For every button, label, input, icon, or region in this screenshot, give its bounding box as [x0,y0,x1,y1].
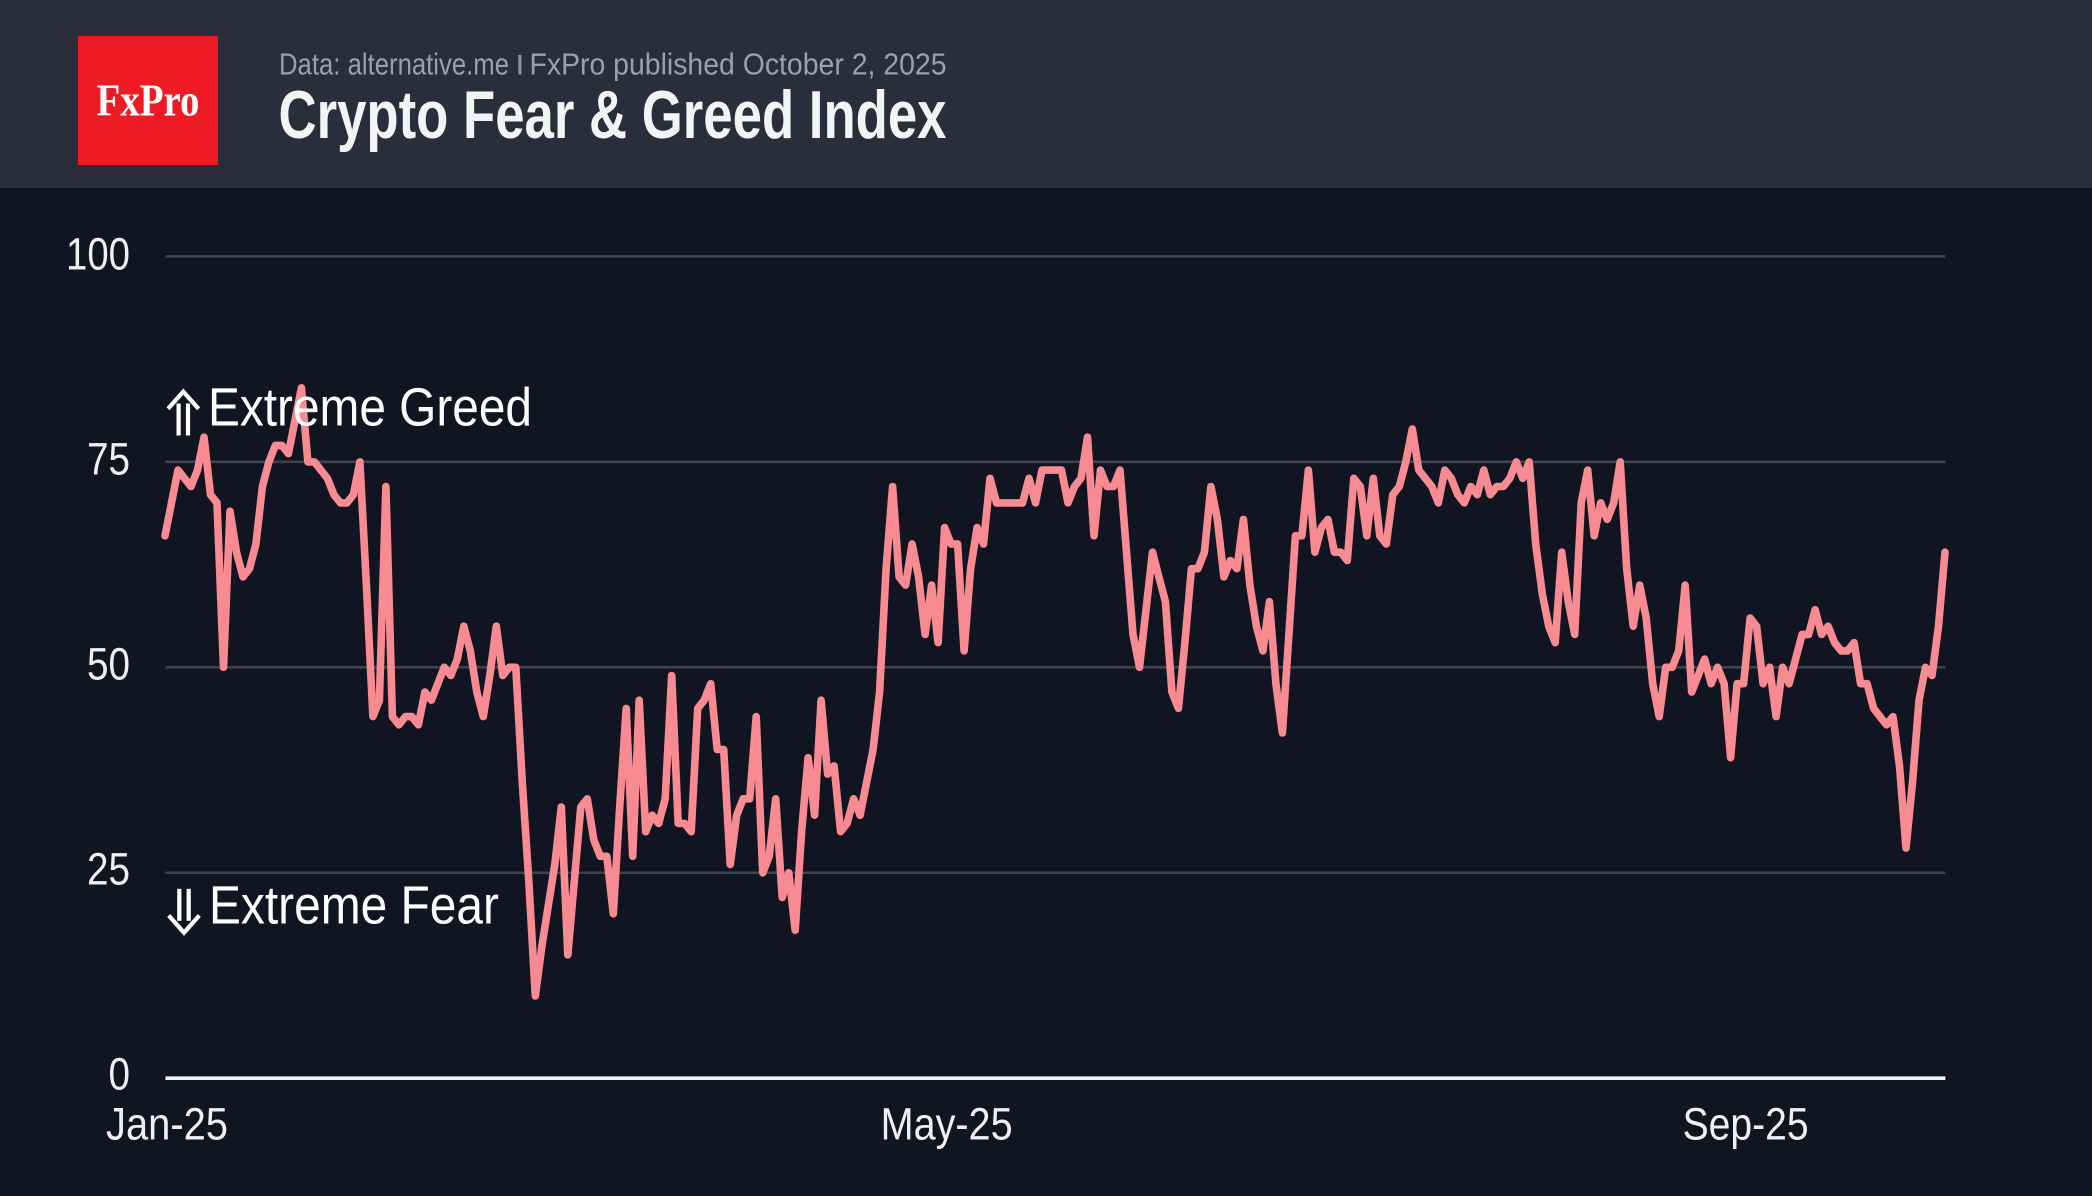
svg-text:0: 0 [109,1049,131,1100]
svg-text:Crypto Fear & Greed Index: Crypto Fear & Greed Index [279,77,947,153]
svg-text:FxPro: FxPro [97,76,200,126]
svg-text:75: 75 [87,434,130,485]
svg-text:Data: alternative.me: Data: alternative.me [279,47,509,82]
svg-text:Sep-25: Sep-25 [1683,1099,1809,1150]
svg-text:50: 50 [87,639,130,690]
svg-text:100: 100 [66,229,130,280]
svg-text:Jan-25: Jan-25 [106,1099,228,1150]
svg-text:Extreme Fear: Extreme Fear [209,875,499,935]
svg-text:FxPro published October 2, 202: FxPro published October 2, 2025 [530,47,947,82]
svg-text:25: 25 [87,844,130,895]
svg-text:Extreme Greed: Extreme Greed [208,378,532,438]
svg-text:May-25: May-25 [881,1099,1013,1150]
